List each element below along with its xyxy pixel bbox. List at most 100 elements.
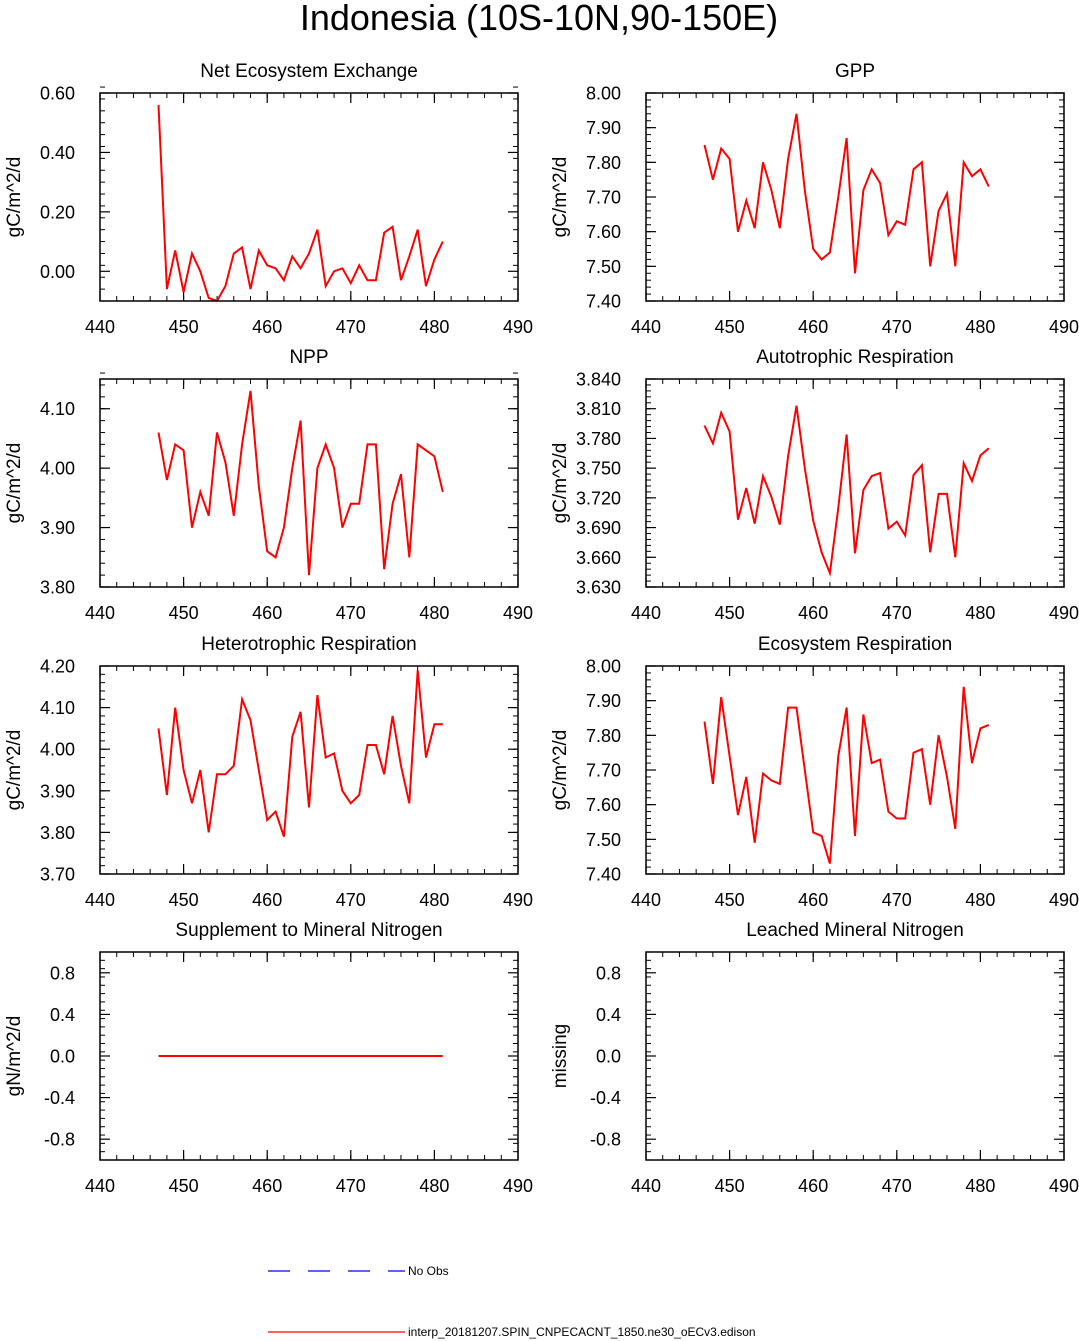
x-tick-label: 470 (882, 317, 912, 337)
y-tick-label: 0.00 (40, 262, 75, 282)
y-axis-label: gC/m^2/d (4, 157, 25, 238)
x-tick-label: 470 (336, 1176, 366, 1196)
y-tick-label: 8.00 (586, 657, 621, 677)
plot-frame (645, 665, 1065, 875)
x-tick-label: 480 (965, 890, 995, 910)
panel-supplement-to-mineral-nitrogen: Supplement to Mineral Nitrogen gN/m^2/d -0… (4, 920, 533, 1196)
y-axis-label: gC/m^2/d (550, 157, 571, 238)
plot-frame (645, 92, 1065, 302)
x-tick-label: 480 (965, 317, 995, 337)
panel-title: NPP (289, 347, 328, 368)
y-tick-label: 3.90 (40, 781, 75, 801)
x-tick-label: 490 (503, 603, 533, 623)
y-tick-label: 0.0 (596, 1047, 621, 1067)
y-tick-label: 3.660 (576, 548, 621, 568)
panel-title: Heterotrophic Respiration (201, 634, 416, 655)
y-axis-label: missing (550, 1024, 571, 1088)
y-tick-label: -0.4 (590, 1088, 621, 1108)
panel-title: GPP (835, 61, 875, 82)
panels: Net Ecosystem Exchange gC/m^2/d 0.00 0.20 0.… (4, 61, 1079, 1196)
x-tick-label: 450 (169, 603, 199, 623)
y-tick-label: -0.8 (590, 1130, 621, 1150)
y-tick-label: 7.70 (586, 188, 621, 208)
y-tick-label: 8.00 (586, 84, 621, 104)
y-tick-label: 3.80 (40, 578, 75, 598)
x-tick-label: 480 (419, 603, 449, 623)
y-tick-label: 0.8 (596, 963, 621, 983)
x-tick-label: 440 (631, 603, 661, 623)
y-tick-label: 0.20 (40, 202, 75, 222)
x-tick-label: 480 (419, 1176, 449, 1196)
panel-title: Net Ecosystem Exchange (200, 61, 418, 82)
x-tick-label: 470 (336, 603, 366, 623)
x-tick-label: 460 (798, 1176, 828, 1196)
y-tick-label: 0.4 (50, 1005, 75, 1025)
y-tick-label: 3.780 (576, 429, 621, 449)
panel-gpp: GPP gC/m^2/d 7.40 7.50 7.60 7.70 7.80 7.90 8.00 4… (550, 61, 1079, 337)
x-tick-label: 460 (252, 890, 282, 910)
panel-ecosystem-respiration: Ecosystem Respiration gC/m^2/d 7.40 7.50 7.6… (550, 634, 1079, 910)
y-tick-label: 3.840 (576, 370, 621, 390)
plot-frame (645, 378, 1065, 588)
y-tick-label: 7.90 (586, 691, 621, 711)
x-tick-label: 460 (798, 603, 828, 623)
x-tick-label: 490 (1049, 317, 1079, 337)
legend: No Obs interp_20181207.SPIN_CNPECACNT_18… (268, 1264, 756, 1339)
panel-title: Autotrophic Respiration (756, 347, 954, 368)
y-tick-label: 7.90 (586, 118, 621, 138)
y-axis-label: gC/m^2/d (550, 730, 571, 811)
x-tick-label: 440 (631, 890, 661, 910)
y-tick-label: 4.10 (40, 698, 75, 718)
y-tick-label: 3.750 (576, 459, 621, 479)
x-tick-label: 470 (882, 890, 912, 910)
y-tick-label: 3.690 (576, 518, 621, 538)
y-tick-label: -0.8 (44, 1130, 75, 1150)
panel-title: Supplement to Mineral Nitrogen (175, 920, 442, 941)
x-tick-label: 480 (419, 317, 449, 337)
plot-frame (99, 951, 519, 1161)
y-tick-label: 0.4 (596, 1005, 621, 1025)
y-tick-label: 3.90 (40, 518, 75, 538)
series-line-model (703, 686, 990, 864)
x-tick-label: 460 (252, 317, 282, 337)
y-tick-label: 4.00 (40, 740, 75, 760)
x-tick-label: 490 (1049, 1176, 1079, 1196)
legend-obs-label: No Obs (408, 1264, 449, 1278)
panel-leached-mineral-nitrogen: Leached Mineral Nitrogen missing -0.8 -0.4 0… (550, 920, 1079, 1196)
panel-title: Ecosystem Respiration (758, 634, 952, 655)
panel-net-ecosystem-exchange: Net Ecosystem Exchange gC/m^2/d 0.00 0.20 0.… (4, 61, 533, 337)
x-tick-label: 450 (715, 603, 745, 623)
x-tick-label: 470 (336, 890, 366, 910)
x-tick-label: 460 (252, 603, 282, 623)
x-tick-label: 480 (965, 1176, 995, 1196)
y-tick-label: 4.20 (40, 657, 75, 677)
y-tick-label: -0.4 (44, 1088, 75, 1108)
x-tick-label: 490 (503, 1176, 533, 1196)
y-tick-label: 3.630 (576, 578, 621, 598)
y-tick-label: 7.40 (586, 865, 621, 885)
y-tick-label: 3.70 (40, 865, 75, 885)
x-tick-label: 440 (631, 1176, 661, 1196)
x-tick-label: 450 (169, 890, 199, 910)
y-axis-label: gN/m^2/d (4, 1016, 25, 1097)
y-tick-label: 4.10 (40, 399, 75, 419)
y-tick-label: 3.810 (576, 399, 621, 419)
y-tick-label: 3.720 (576, 488, 621, 508)
y-tick-label: 0.40 (40, 143, 75, 163)
series-line-model (157, 390, 444, 576)
y-tick-label: 7.50 (586, 257, 621, 277)
y-tick-label: 0.60 (40, 84, 75, 104)
x-tick-label: 490 (1049, 890, 1079, 910)
x-tick-label: 480 (965, 603, 995, 623)
y-tick-label: 4.00 (40, 459, 75, 479)
x-tick-label: 480 (419, 890, 449, 910)
plot-frame (645, 951, 1065, 1161)
x-tick-label: 440 (85, 890, 115, 910)
legend-model-label: interp_20181207.SPIN_CNPECACNT_1850.ne30… (408, 1325, 756, 1339)
y-tick-label: 7.40 (586, 292, 621, 312)
x-tick-label: 490 (503, 890, 533, 910)
series-line-model (703, 405, 990, 578)
series-line-model (157, 104, 444, 301)
y-tick-label: 7.50 (586, 830, 621, 850)
x-tick-label: 470 (882, 603, 912, 623)
